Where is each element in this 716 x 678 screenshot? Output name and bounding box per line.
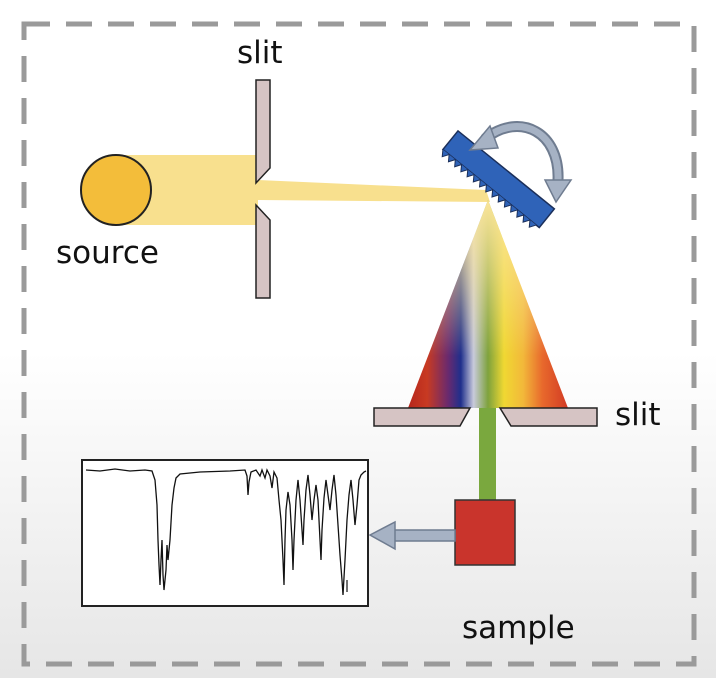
entrance-slit-lower [255, 203, 271, 299]
source-label: source [56, 235, 159, 271]
diffraction-grating [441, 129, 556, 229]
spectrum-highlight [408, 200, 568, 408]
exit-slit-left [373, 407, 472, 427]
sample-label: sample [462, 610, 575, 646]
rotation-arrow [468, 121, 573, 204]
entrance-slit-upper [255, 79, 271, 185]
slit-label-right: slit [615, 397, 661, 433]
light-source [80, 154, 152, 226]
spectrum-trace [85, 468, 367, 596]
dashed-frame [21, 21, 697, 667]
collimated-beam [258, 180, 490, 202]
sample-cell [454, 499, 516, 566]
selected-wavelength-beam [479, 408, 496, 504]
signal-arrow [368, 520, 456, 551]
spectrum-plot-box [81, 459, 369, 607]
exit-slit-right [498, 407, 598, 427]
slit-label-top: slit [237, 35, 283, 71]
